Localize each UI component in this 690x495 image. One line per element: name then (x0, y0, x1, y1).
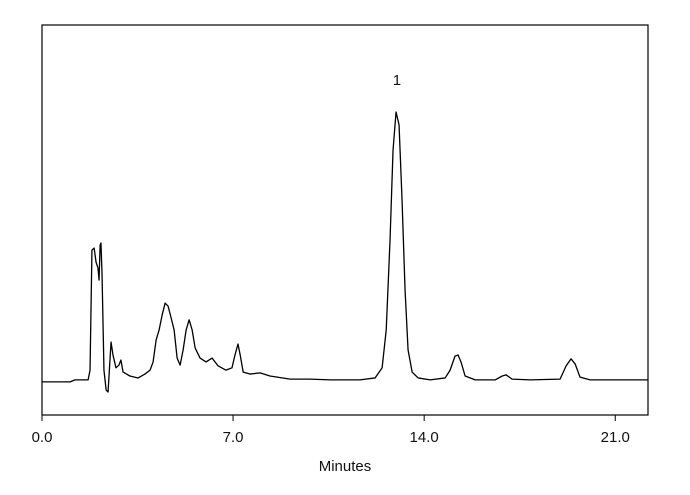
plot-frame (41, 24, 649, 416)
x-tick-label: 14.0 (410, 429, 439, 446)
peak-annotation: 1 (393, 72, 401, 89)
x-tick-label: 7.0 (223, 429, 244, 446)
x-tick-label: 0.0 (32, 429, 53, 446)
x-tick-label: 21.0 (601, 429, 630, 446)
signal-line (42, 111, 648, 393)
x-axis-label: Minutes (319, 458, 372, 475)
